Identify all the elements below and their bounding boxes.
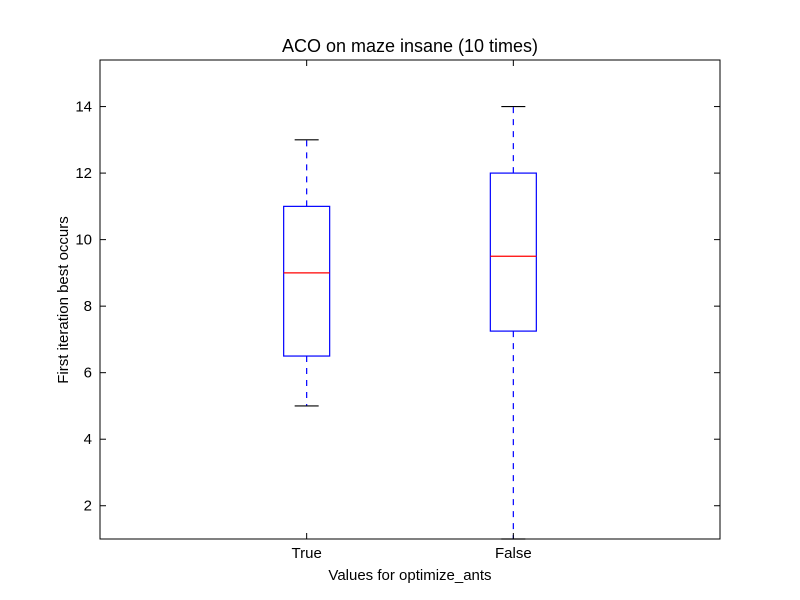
x-axis-label: Values for optimize_ants: [328, 567, 491, 584]
chart-title: ACO on maze insane (10 times): [282, 36, 538, 56]
y-tick-label: 10: [75, 232, 92, 249]
y-tick-label: 12: [75, 165, 92, 182]
y-tick-label: 6: [84, 365, 92, 382]
y-tick-label: 8: [84, 298, 92, 315]
box-false: [489, 172, 537, 332]
x-tick-label: False: [495, 545, 532, 562]
box-true: [283, 205, 331, 357]
plot-frame: [99, 59, 721, 540]
x-tick-label: True: [292, 545, 322, 562]
y-tick-label: 14: [75, 99, 92, 116]
y-tick-label: 4: [84, 431, 92, 448]
plot-area: 2 4 6 8 10 12 14 True False: [75, 59, 721, 562]
y-axis-label: First iteration best occurs: [55, 216, 72, 384]
y-tick-label: 2: [84, 498, 92, 515]
